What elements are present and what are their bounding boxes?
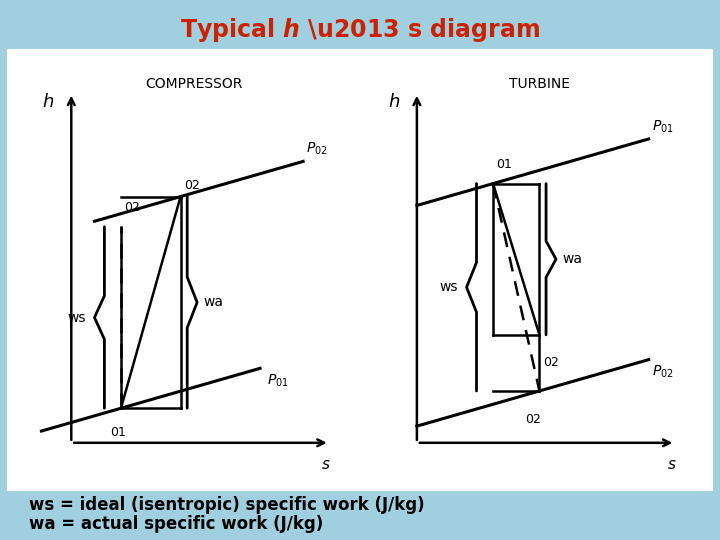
Text: s: s bbox=[668, 457, 676, 472]
Text: 01: 01 bbox=[109, 426, 125, 438]
Text: 02: 02 bbox=[125, 201, 140, 214]
Text: $h$: $h$ bbox=[42, 92, 54, 111]
Text: ws: ws bbox=[440, 280, 458, 294]
Text: ws = ideal (isentropic) specific work (J/kg): ws = ideal (isentropic) specific work (J… bbox=[29, 496, 424, 514]
Text: ws: ws bbox=[68, 310, 86, 325]
Text: $P_{02}$: $P_{02}$ bbox=[307, 141, 328, 157]
Text: TURBINE: TURBINE bbox=[509, 77, 570, 91]
Text: $h$: $h$ bbox=[387, 92, 400, 111]
Text: Typical $\bfit{h}$ \u2013 s diagram: Typical $\bfit{h}$ \u2013 s diagram bbox=[180, 16, 540, 44]
Text: COMPRESSOR: COMPRESSOR bbox=[145, 77, 243, 91]
Text: wa: wa bbox=[562, 252, 582, 266]
Text: $P_{01}$: $P_{01}$ bbox=[266, 373, 289, 389]
Text: wa: wa bbox=[204, 295, 224, 309]
Text: s: s bbox=[323, 457, 330, 472]
Text: 02: 02 bbox=[525, 413, 541, 426]
Text: 01: 01 bbox=[496, 158, 512, 171]
Text: $P_{02}$: $P_{02}$ bbox=[652, 364, 674, 380]
Text: 02: 02 bbox=[543, 356, 559, 369]
Text: $P_{01}$: $P_{01}$ bbox=[652, 118, 674, 134]
Text: wa = actual specific work (J/kg): wa = actual specific work (J/kg) bbox=[29, 515, 323, 533]
Text: 02: 02 bbox=[184, 179, 199, 192]
